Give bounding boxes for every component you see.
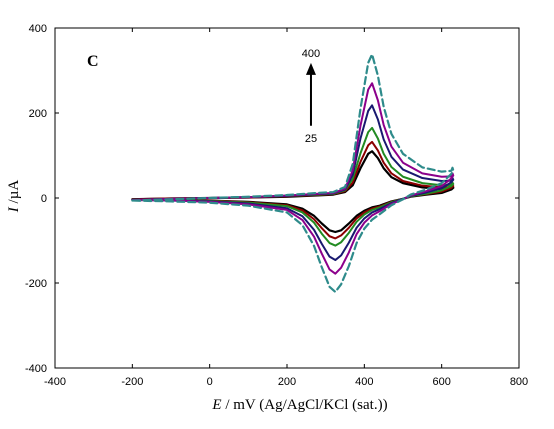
x-axis-tick-label: 800 xyxy=(510,376,528,388)
x-axis-tick-label: -400 xyxy=(44,376,66,388)
x-axis-tick-label: 200 xyxy=(278,376,296,388)
voltammogram-curve-6 xyxy=(131,53,455,294)
arrow-up-icon xyxy=(305,62,316,75)
y-axis-tick-label: 400 xyxy=(29,23,47,35)
x-axis-title: E / mV (Ag/AgCl/KCl (sat.)) xyxy=(211,397,387,413)
panel-label: C xyxy=(87,53,99,70)
y-axis-tick-label: 0 xyxy=(41,193,47,205)
y-axis-tick-label: -200 xyxy=(25,278,47,290)
x-axis-tick-label: -200 xyxy=(121,376,143,388)
y-axis-title-rest: /µA xyxy=(6,180,22,208)
arrow-bottom-label: 25 xyxy=(305,133,317,145)
tick-layer: -400 -200 0 200 400 600 800 -400 -200 0 200 400 xyxy=(25,23,528,388)
x-axis-title-italic: E xyxy=(211,397,221,413)
x-axis-title-rest: / mV (Ag/AgCl/KCl (sat.)) xyxy=(222,397,388,413)
plot-area: -400 -200 0 200 400 600 800 -400 -200 0 200 400 400… xyxy=(25,23,528,388)
series-layer xyxy=(131,53,455,294)
voltammogram-curve-5 xyxy=(131,82,455,275)
x-axis-tick-label: 0 xyxy=(207,376,213,388)
y-axis-title: I /µA xyxy=(6,180,22,214)
annotation-layer: 400 25 xyxy=(302,48,320,145)
x-axis-tick-label: 600 xyxy=(432,376,450,388)
x-axis-tick-label: 400 xyxy=(355,376,373,388)
arrow-top-label: 400 xyxy=(302,48,320,60)
y-axis-tick-label: -400 xyxy=(25,363,47,375)
y-axis-tick-label: 200 xyxy=(29,108,47,120)
y-axis-title-italic: I xyxy=(6,206,22,213)
